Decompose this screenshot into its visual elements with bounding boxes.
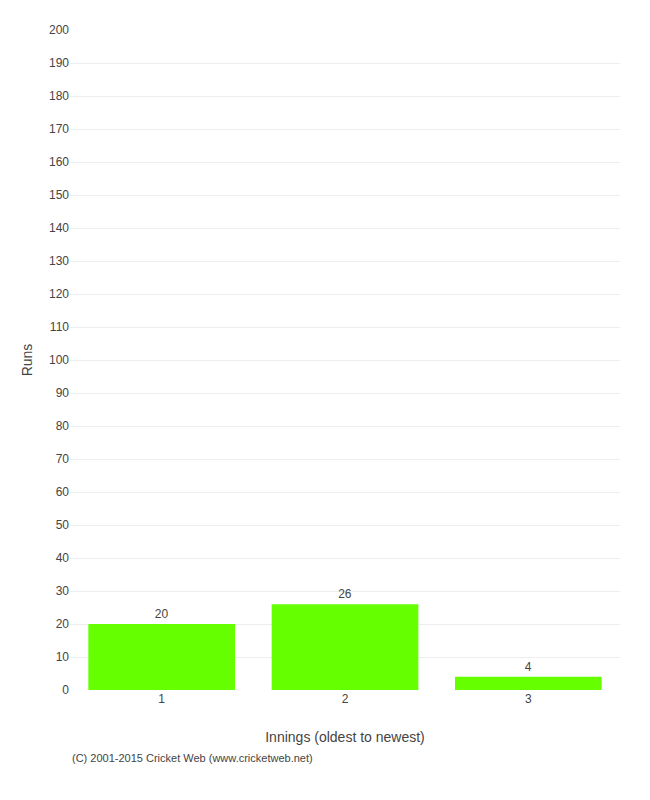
svg-text:(C) 2001-2015 Cricket Web (www: (C) 2001-2015 Cricket Web (www.cricketwe… [72,752,313,764]
svg-text:Runs: Runs [19,344,35,377]
svg-text:20: 20 [155,607,169,621]
svg-text:190: 190 [49,56,69,70]
svg-text:3: 3 [525,692,532,706]
svg-text:110: 110 [50,320,69,334]
svg-text:70: 70 [56,452,70,466]
svg-text:30: 30 [56,584,70,598]
svg-text:0: 0 [62,683,69,697]
svg-text:160: 160 [49,155,69,169]
svg-text:50: 50 [56,518,70,532]
svg-text:80: 80 [56,419,70,433]
svg-text:10: 10 [56,650,70,664]
svg-text:130: 130 [49,254,69,268]
svg-text:20: 20 [56,617,70,631]
svg-text:26: 26 [338,587,352,601]
svg-text:200: 200 [49,23,69,37]
svg-text:Innings (oldest to newest): Innings (oldest to newest) [265,729,425,745]
svg-text:120: 120 [49,287,69,301]
svg-text:150: 150 [49,188,69,202]
svg-text:4: 4 [525,660,532,674]
svg-text:170: 170 [49,122,69,136]
svg-text:180: 180 [49,89,69,103]
svg-text:100: 100 [49,353,69,367]
svg-text:60: 60 [56,485,70,499]
svg-text:40: 40 [56,551,70,565]
svg-text:2: 2 [342,692,349,706]
svg-text:140: 140 [49,221,69,235]
svg-text:1: 1 [158,692,165,706]
svg-text:90: 90 [56,386,70,400]
